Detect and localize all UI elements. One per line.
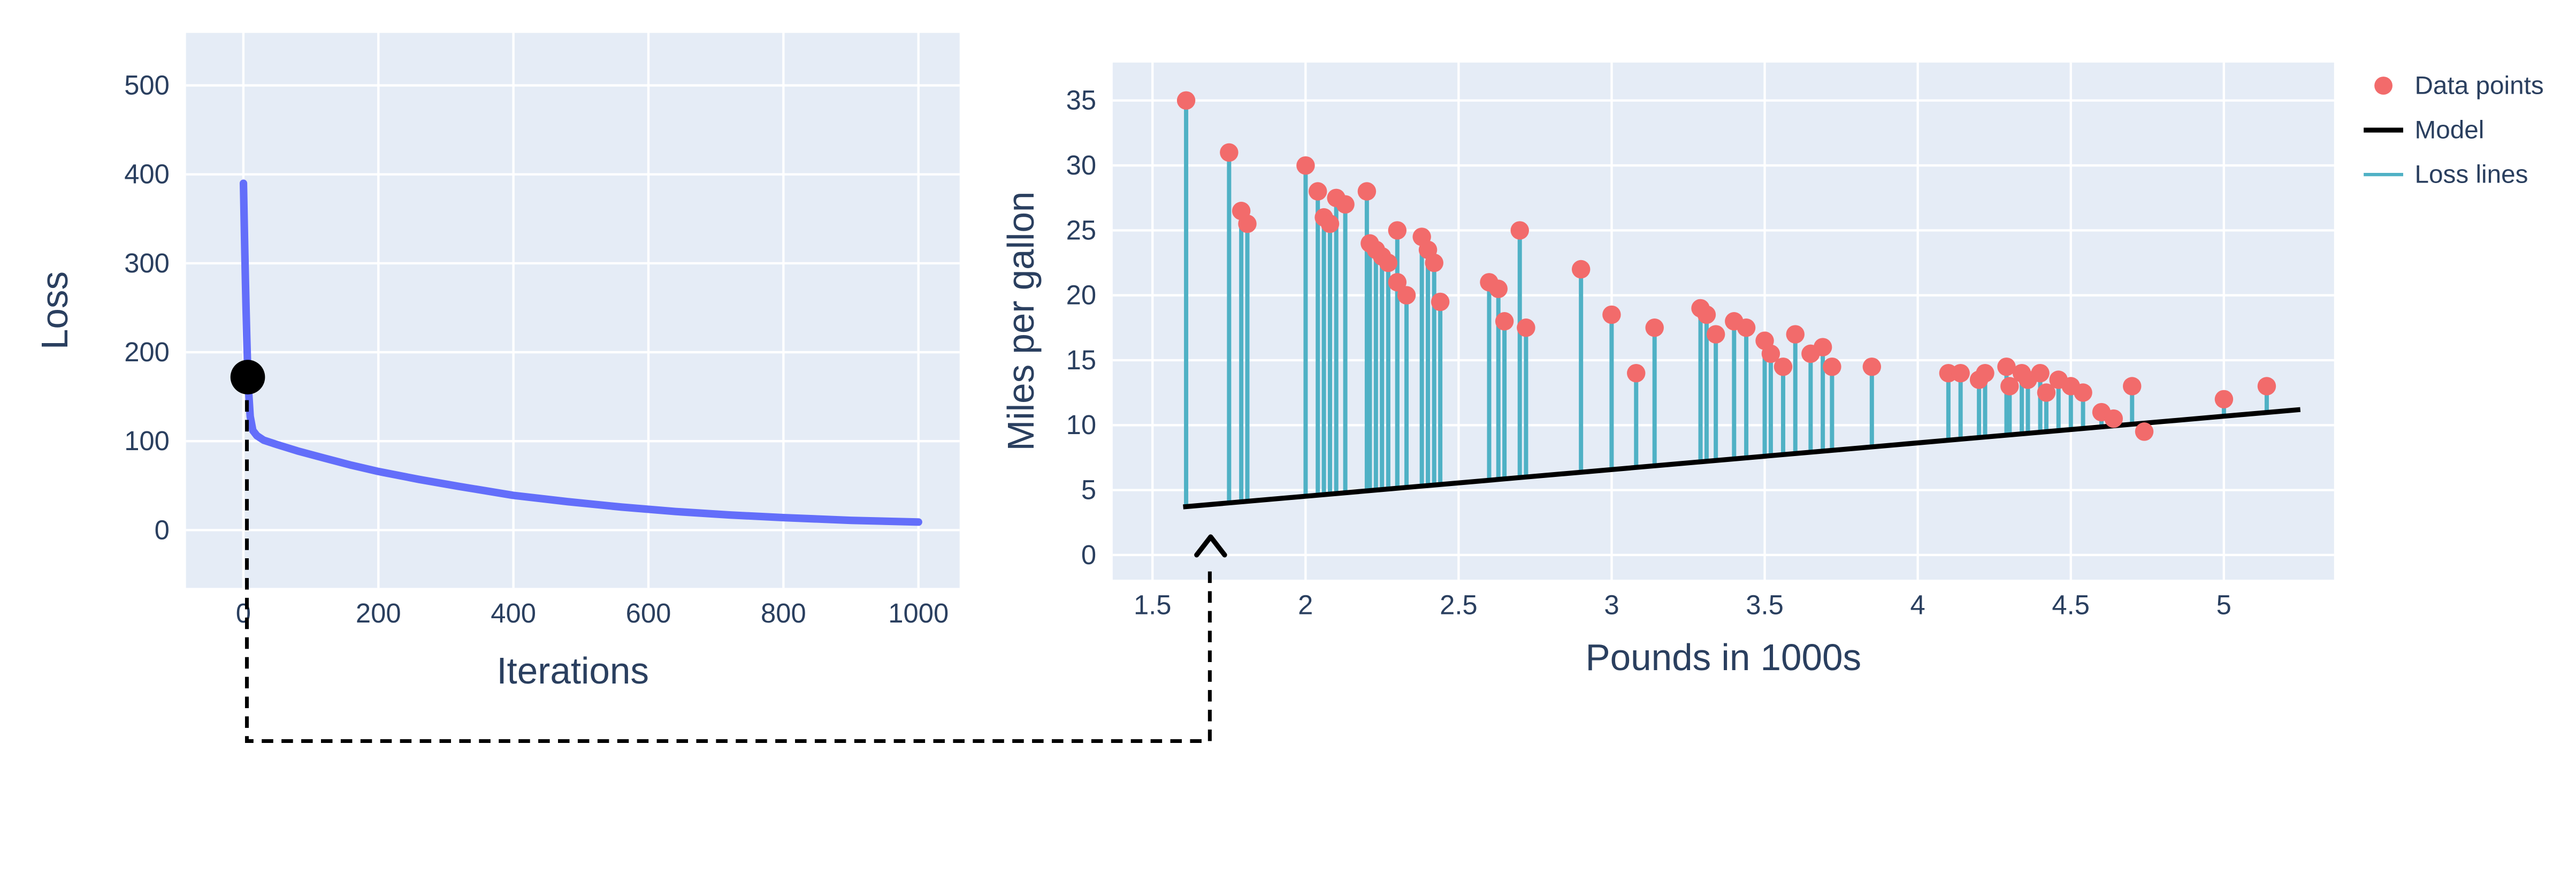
data-point (1425, 253, 1443, 272)
data-point (1388, 273, 1407, 292)
data-point (1510, 221, 1529, 240)
data-point (2214, 390, 2234, 409)
data-point (1431, 292, 1450, 312)
data-point (1602, 305, 1621, 324)
data-point (1862, 357, 1882, 376)
y-tick-label: 5 (1081, 475, 1096, 505)
data-point (2123, 377, 2142, 396)
y-tick-label: 100 (124, 426, 170, 456)
y-tick-label: 300 (124, 248, 170, 278)
data-point (1220, 143, 1239, 162)
data-point (1761, 344, 1780, 363)
data-point (1976, 363, 1994, 383)
y-tick-label: 15 (1066, 345, 1096, 375)
data-point (1706, 325, 1725, 344)
data-point (1495, 312, 1514, 331)
data-point (1627, 363, 1646, 383)
data-point (1296, 156, 1315, 175)
data-point (2257, 377, 2276, 396)
data-point (1308, 182, 1327, 201)
plot-area (1112, 62, 2334, 580)
y-axis-title: Loss (34, 271, 75, 350)
y-tick-label: 0 (1081, 540, 1096, 570)
legend-label: Model (2415, 116, 2485, 144)
data-point (2037, 383, 2056, 402)
scatter-chart-svg: 1.5 2 2.5 3 3.5 4 4.5 5 0 5 10 15 20 25 30 35 Pounds in … (1000, 62, 2544, 678)
data-point (1388, 221, 1407, 240)
data-point (1786, 325, 1805, 344)
x-tick-label: 0 (236, 598, 251, 628)
data-point (1320, 214, 1340, 233)
data-point (1737, 318, 1756, 337)
data-point (2135, 422, 2154, 441)
data-point (1357, 182, 1377, 201)
data-point (1489, 279, 1508, 298)
data-point (1697, 305, 1716, 324)
legend-item[interactable]: Loss lines (2364, 161, 2528, 189)
x-tick-label: 800 (761, 598, 806, 628)
data-point (2031, 363, 2050, 383)
data-point (1571, 260, 1591, 279)
scatter-chart: 1.5 2 2.5 3 3.5 4 4.5 5 0 5 10 15 20 25 30 35 Pounds in … (1000, 41, 2576, 708)
y-tick-label: 10 (1066, 409, 1096, 440)
y-tick-label: 30 (1066, 150, 1096, 180)
data-point (1176, 91, 1196, 110)
x-tick-label: 200 (356, 598, 401, 628)
data-point (1813, 338, 1832, 356)
x-tick-label: 600 (626, 598, 671, 628)
x-tick-label: 3.5 (1746, 590, 1784, 620)
data-point (1774, 357, 1793, 376)
y-tick-label: 500 (124, 70, 170, 100)
y-axis-title: Miles per gallon (1004, 192, 1042, 451)
x-tick-label: 400 (491, 598, 536, 628)
data-point (1951, 363, 1970, 383)
data-point (1823, 357, 1841, 376)
data-point (2074, 383, 2092, 402)
x-tick-label: 2.5 (1440, 590, 1478, 620)
legend-label: Data points (2415, 71, 2544, 100)
y-tick-label: 25 (1066, 215, 1096, 245)
loss-chart: 0 200 400 600 800 1000 0 100 200 300 400 500 Iterati… (25, 13, 996, 722)
legend-marker-swatch (2374, 77, 2392, 95)
data-point (2000, 377, 2019, 396)
legend-item[interactable]: Model (2364, 116, 2484, 144)
x-tick-label: 4.5 (2052, 590, 2090, 620)
x-axis-title: Pounds in 1000s (1585, 636, 1861, 678)
data-point (1336, 195, 1355, 214)
legend-label: Loss lines (2415, 161, 2528, 189)
data-point (1517, 318, 1535, 337)
legend-item[interactable]: Data points (2374, 71, 2544, 100)
y-tick-label: 400 (124, 159, 170, 189)
x-tick-label: 4 (1910, 590, 1925, 620)
loss-chart-svg: 0 200 400 600 800 1000 0 100 200 300 400 500 Iterati… (34, 33, 960, 692)
y-tick-label: 0 (155, 514, 170, 545)
y-tick-label: 20 (1066, 280, 1096, 310)
x-tick-label: 1.5 (1134, 590, 1172, 620)
selected-iteration-marker[interactable] (230, 360, 265, 394)
x-tick-label: 1000 (888, 598, 949, 628)
data-point (1997, 357, 2016, 376)
x-tick-label: 5 (2216, 590, 2231, 620)
data-point (2104, 409, 2123, 428)
y-tick-label: 35 (1066, 85, 1096, 116)
x-axis-title: Iterations (496, 650, 649, 692)
y-tick-label: 200 (124, 337, 170, 367)
data-point (1645, 318, 1664, 337)
data-point (1379, 253, 1398, 272)
x-tick-label: 3 (1604, 590, 1619, 620)
data-point (1238, 214, 1257, 233)
data-point (1397, 286, 1416, 305)
x-tick-label: 2 (1298, 590, 1313, 620)
